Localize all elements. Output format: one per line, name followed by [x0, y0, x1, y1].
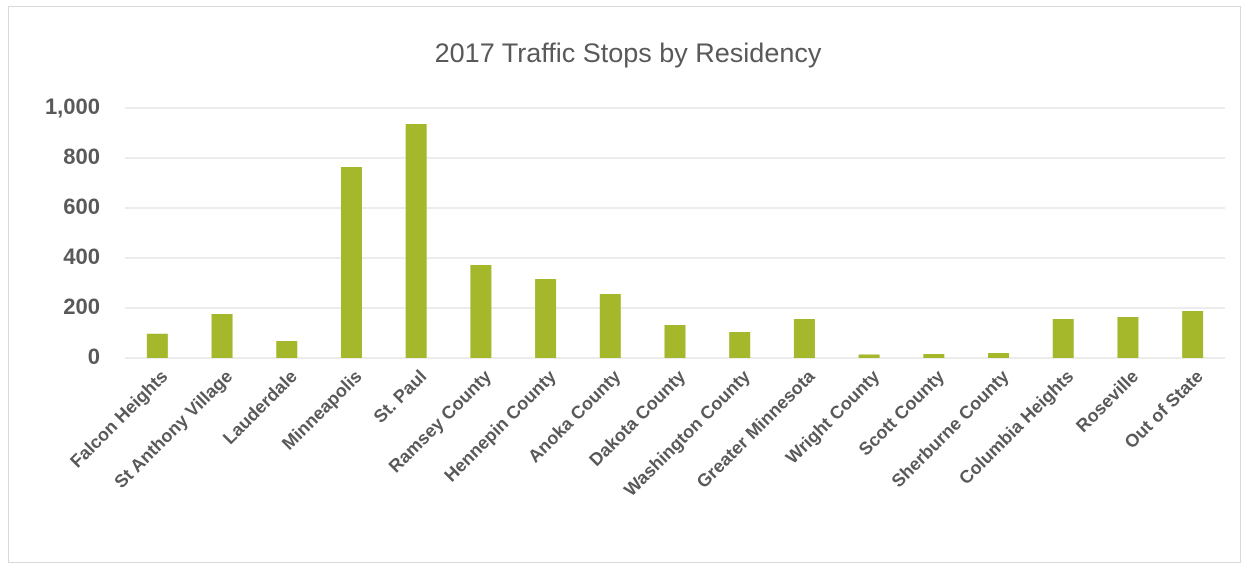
- bar: [535, 279, 557, 358]
- bar: [211, 314, 233, 358]
- bar: [664, 325, 686, 358]
- bar: [1117, 317, 1139, 358]
- y-tick-label: 0: [88, 344, 100, 369]
- bar: [858, 354, 880, 358]
- bar: [793, 319, 815, 358]
- chart-title: 2017 Traffic Stops by Residency: [435, 38, 822, 68]
- bar: [276, 341, 298, 358]
- bar: [340, 167, 362, 358]
- y-tick-label: 200: [63, 294, 100, 319]
- bar: [1182, 311, 1204, 358]
- y-tick-label: 1,000: [45, 94, 100, 119]
- y-tick-label: 600: [63, 194, 100, 219]
- bar: [470, 265, 492, 358]
- bar: [1052, 319, 1074, 358]
- bar: [923, 354, 945, 358]
- chart-border: [8, 6, 1241, 563]
- bar: [988, 353, 1010, 358]
- y-tick-label: 400: [63, 244, 100, 269]
- bar: [599, 294, 621, 358]
- bar: [729, 332, 751, 358]
- bar: [146, 333, 168, 358]
- bar: [405, 124, 427, 358]
- y-tick-label: 800: [63, 144, 100, 169]
